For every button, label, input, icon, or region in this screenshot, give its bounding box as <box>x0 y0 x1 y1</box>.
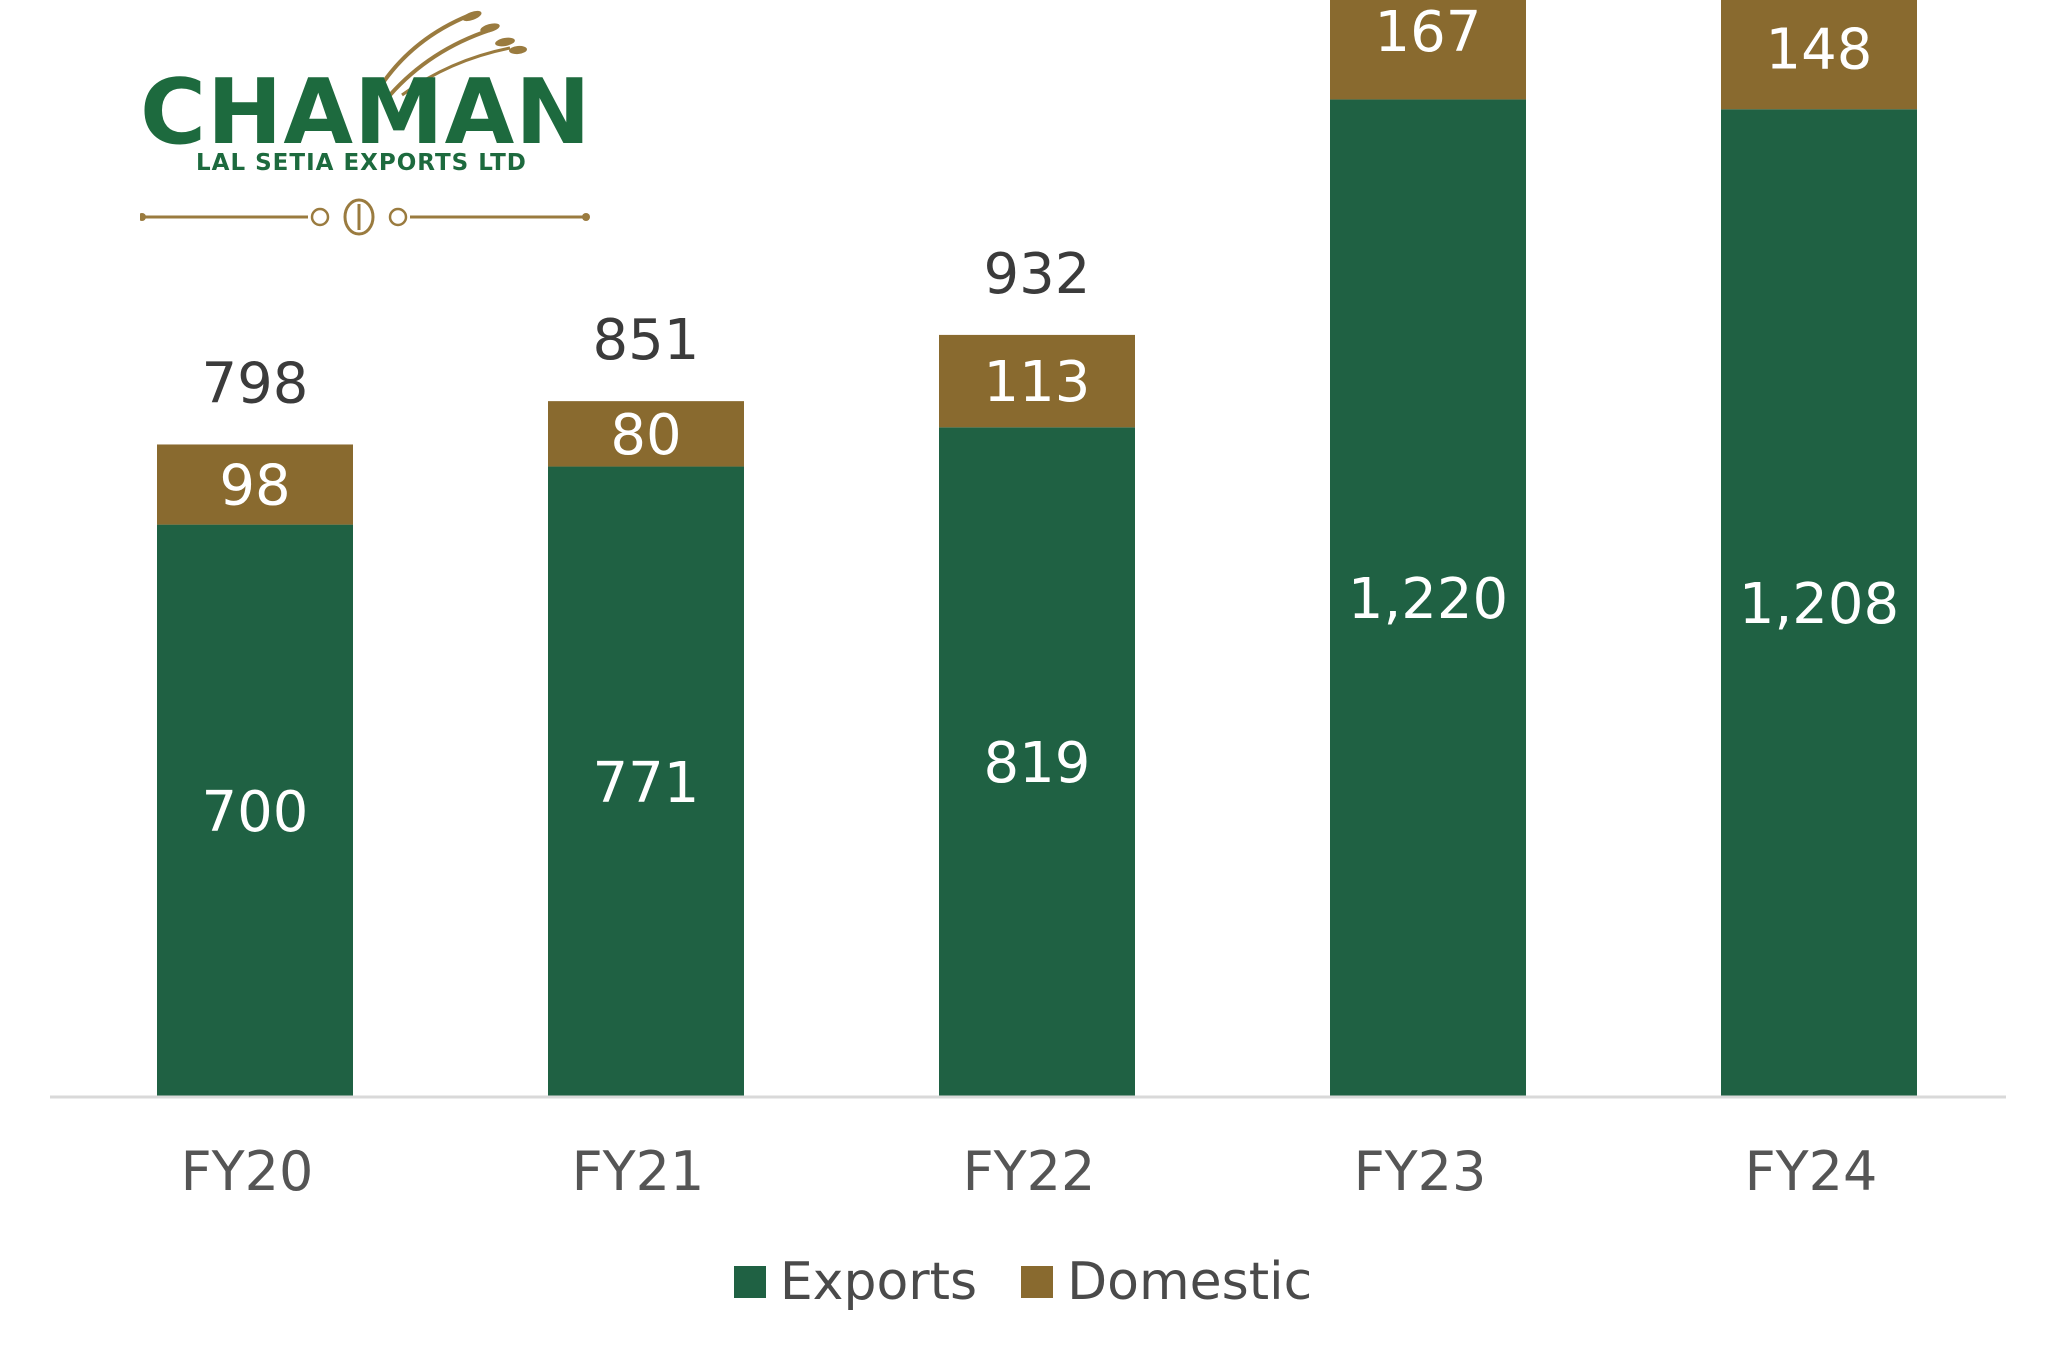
data-label-exports-fy24: 1,208 <box>1739 572 1899 637</box>
data-label-exports-fy22: 819 <box>984 731 1091 796</box>
data-label-total-fy22: 932 <box>984 242 1091 307</box>
legend-label-exports: Exports <box>779 1252 978 1312</box>
wheat-ornament-icon <box>140 10 590 236</box>
bar-domestic-fy23 <box>1330 0 1526 100</box>
legend-swatch-domestic <box>1021 1266 1054 1298</box>
chart-legend: Exports Domestic <box>0 1252 2046 1312</box>
bar-exports-fy23 <box>1330 99 1526 1097</box>
x-tick-label-fy22: FY22 <box>963 1140 1096 1203</box>
bar-exports-fy21 <box>548 466 744 1097</box>
data-label-domestic-fy22: 113 <box>984 350 1091 415</box>
bar-domestic-fy24 <box>1721 0 1917 110</box>
x-tick-label-fy21: FY21 <box>572 1140 705 1203</box>
data-label-total-fy20: 798 <box>202 351 309 416</box>
x-tick-label-fy20: FY20 <box>181 1140 314 1203</box>
legend-item-domestic: Domestic <box>1021 1252 1312 1312</box>
bar-domestic-fy22 <box>939 334 1135 428</box>
data-label-domestic-fy23: 167 <box>1375 0 1482 65</box>
x-tick-label-fy24: FY24 <box>1745 1140 1878 1203</box>
bar-domestic-fy21 <box>548 401 744 467</box>
x-tick-label-fy23: FY23 <box>1354 1140 1487 1203</box>
data-label-domestic-fy24: 148 <box>1766 18 1873 83</box>
data-label-domestic-fy20: 98 <box>219 454 290 519</box>
logo-wordmark: CHAMAN <box>140 60 592 165</box>
legend-item-exports: Exports <box>733 1252 978 1312</box>
data-label-domestic-fy21: 80 <box>610 403 681 468</box>
bar-exports-fy20 <box>157 524 353 1097</box>
data-label-exports-fy21: 771 <box>593 751 700 816</box>
bar-exports-fy22 <box>939 427 1135 1097</box>
chaman-logo: CHAMAN LAL SETIA EXPORTS LTD <box>140 0 600 240</box>
data-label-exports-fy20: 700 <box>202 780 309 845</box>
logo-company-name: LAL SETIA EXPORTS LTD <box>196 150 527 176</box>
legend-label-domestic: Domestic <box>1067 1252 1313 1312</box>
bar-domestic-fy20 <box>157 444 353 525</box>
bar-exports-fy24 <box>1721 109 1917 1098</box>
data-label-total-fy21: 851 <box>593 308 700 373</box>
legend-swatch-exports <box>733 1266 766 1298</box>
data-label-exports-fy23: 1,220 <box>1348 567 1508 632</box>
